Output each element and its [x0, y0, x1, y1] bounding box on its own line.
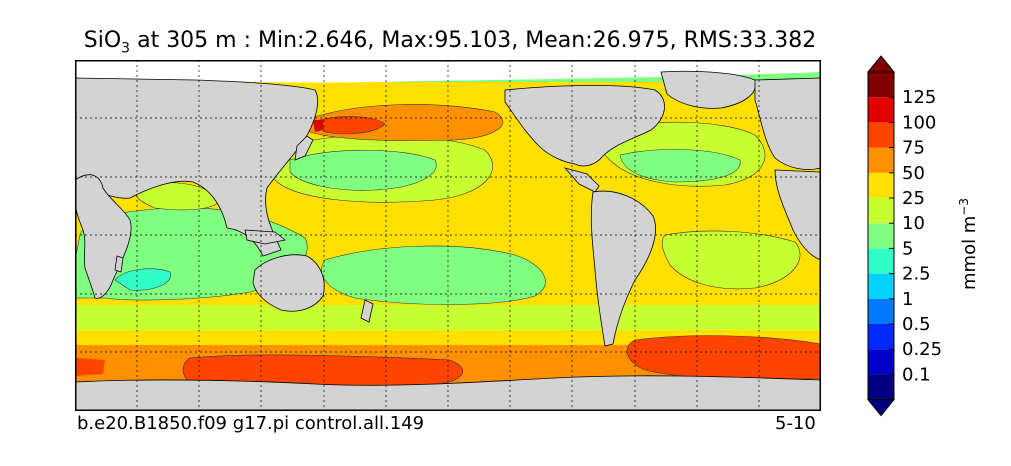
case-name: b.e20.B1850.f09 g17.pi control.all.149	[77, 413, 425, 434]
colorbar-segment	[868, 122, 894, 148]
land-europe	[754, 77, 821, 170]
colorbar-segment	[868, 349, 894, 375]
land-antarctica	[75, 375, 821, 411]
colorbar-segment	[868, 147, 894, 173]
colorbar-tick-label: 10	[902, 213, 925, 234]
north-pacific-75	[319, 116, 386, 135]
land-madagascar	[114, 255, 124, 273]
land-australia	[252, 254, 325, 312]
plot-title: SiO3 at 305 m : Min:2.646, Max:95.103, M…	[0, 28, 900, 56]
patch-southern-100-c	[75, 358, 105, 376]
colorbar-unit-exponent: −3	[957, 197, 971, 216]
title-stats: at 305 m : Min:2.646, Max:95.103, Mean:2…	[130, 28, 817, 53]
colorbar-unit-label: mmol m−3	[957, 198, 980, 290]
title-subscript: 3	[121, 40, 131, 57]
ocean-map	[75, 60, 821, 411]
year-range: 5-10	[775, 413, 816, 434]
bay-of-bengal-10	[134, 182, 221, 211]
colorbar-tick-label: 2.5	[902, 264, 931, 285]
land-greenland	[660, 70, 756, 109]
colorbar-tick-label: 50	[902, 163, 925, 184]
title-species: SiO	[83, 28, 122, 53]
land-indonesia	[244, 229, 286, 245]
graticule	[75, 60, 821, 411]
land-north-america	[504, 85, 665, 167]
colorbar-tick-label: 0.25	[902, 339, 942, 360]
colorbar-segment	[868, 72, 894, 98]
land-eurasia	[75, 77, 319, 257]
north-pacific-100	[313, 120, 323, 132]
colorbar-tick-label: 5	[902, 238, 913, 259]
gyre-north-pacific-5	[289, 149, 437, 191]
colorbar-segment	[868, 223, 894, 249]
colorbar-tick-label: 75	[902, 138, 925, 159]
gyre-north-atlantic-5	[619, 149, 741, 183]
colorbar-segment	[868, 374, 894, 400]
land-new-zealand	[360, 299, 374, 323]
colorbar-tick-label: 0.1	[902, 364, 931, 385]
colorbar-segment	[868, 324, 894, 350]
colorbar-segment	[868, 198, 894, 224]
land-japan	[294, 135, 314, 161]
colorbar-tick-label: 1	[902, 289, 913, 310]
colorbar-tick-label: 125	[902, 87, 936, 108]
colorbar-segment	[868, 97, 894, 123]
map-frame	[75, 60, 821, 411]
colorbar-segment	[868, 248, 894, 274]
gyre-south-pacific	[321, 245, 546, 305]
gyre-south-indian-5	[114, 268, 172, 291]
colorbar-tick-label: 0.5	[902, 314, 931, 335]
colorbar-frame	[867, 71, 895, 401]
gyre-south-atlantic	[661, 230, 801, 290]
land-south-america	[590, 190, 656, 347]
colorbar: 0.1 0.25 0.5 1 2.5 5 10 25 50 75 100 125	[866, 55, 942, 417]
land	[75, 70, 821, 411]
colorbar-unit: mmol m	[959, 215, 980, 290]
colorbar-segment	[868, 298, 894, 324]
land-africa-east-edge	[774, 169, 821, 261]
colorbar-segment	[868, 273, 894, 299]
colorbar-segment	[868, 172, 894, 198]
colorbar-extend-min	[866, 399, 896, 417]
colorbar-extend-max	[866, 55, 896, 73]
land-central-america	[563, 167, 600, 193]
colorbar-tick-label: 25	[902, 188, 925, 209]
colorbar-tick-label: 100	[902, 112, 936, 133]
